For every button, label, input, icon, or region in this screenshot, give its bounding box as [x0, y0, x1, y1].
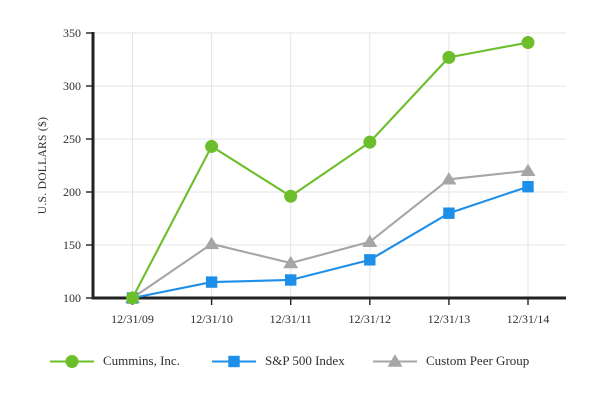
data-point: [387, 353, 403, 367]
data-point: [443, 207, 455, 219]
data-point: [285, 274, 297, 286]
legend-item-s-p-500-index: S&P 500 Index: [212, 352, 345, 370]
data-point: [204, 236, 220, 250]
x-tick-label: 12/31/10: [190, 312, 233, 326]
y-tick-label: 350: [63, 26, 81, 40]
data-point: [228, 355, 240, 367]
data-point: [205, 139, 219, 153]
y-tick-label: 250: [63, 132, 81, 146]
legend-label: S&P 500 Index: [265, 353, 345, 368]
series-line: [132, 185, 529, 300]
legend-circle-marker-icon: [50, 354, 94, 368]
x-tick-label: 12/31/09: [111, 312, 154, 326]
data-point: [441, 172, 457, 185]
series-custom-peer-group: [125, 163, 536, 304]
series-s-p-500-index: [126, 181, 534, 304]
data-point: [126, 291, 139, 305]
y-tick-label: 200: [63, 185, 81, 199]
x-tick-label: 12/31/13: [428, 312, 471, 326]
axis-ticks: 100 150 200 250 300 350 12/31/09 12/31/10 12/31/…: [63, 26, 549, 326]
data-point: [363, 135, 377, 149]
data-point: [522, 181, 534, 193]
series-line: [131, 169, 529, 299]
legend-item-cummins-inc: Cummins, Inc.: [50, 352, 180, 370]
data-point: [364, 254, 376, 266]
legend-item-custom-peer-group: Custom Peer Group: [373, 352, 529, 370]
legend-label: Custom Peer Group: [426, 353, 530, 368]
x-tick-label: 12/31/14: [507, 312, 550, 326]
y-axis-title: U.S. DOLLARS ($): [37, 116, 49, 215]
plot-area: 100 150 200 250 300 350 12/31/09 12/31/10 12/31/…: [63, 26, 566, 326]
data-point: [284, 189, 298, 203]
data-point: [283, 255, 299, 269]
gridlines: [93, 32, 566, 298]
y-tick-label: 300: [63, 79, 81, 93]
data-point: [442, 50, 456, 64]
data-point: [520, 163, 536, 176]
data-point: [362, 234, 378, 248]
series-line: [131, 41, 529, 299]
data-point: [521, 36, 535, 50]
x-tick-label: 12/31/11: [270, 312, 312, 326]
series-cummins-inc: [126, 36, 535, 305]
legend-square-marker-icon: [212, 355, 256, 367]
x-tick-label: 12/31/12: [348, 312, 391, 326]
y-tick-label: 150: [63, 238, 81, 252]
data-point: [205, 276, 218, 288]
data-point: [65, 354, 79, 368]
y-tick-label: 100: [63, 291, 81, 305]
axis-lines: [91, 32, 566, 300]
chart-legend: Cummins, Inc. S&P 500 Index Custom Peer Gr…: [0, 352, 600, 374]
legend-label: Cummins, Inc.: [103, 353, 180, 368]
legend-triangle-marker-icon: [373, 353, 417, 367]
